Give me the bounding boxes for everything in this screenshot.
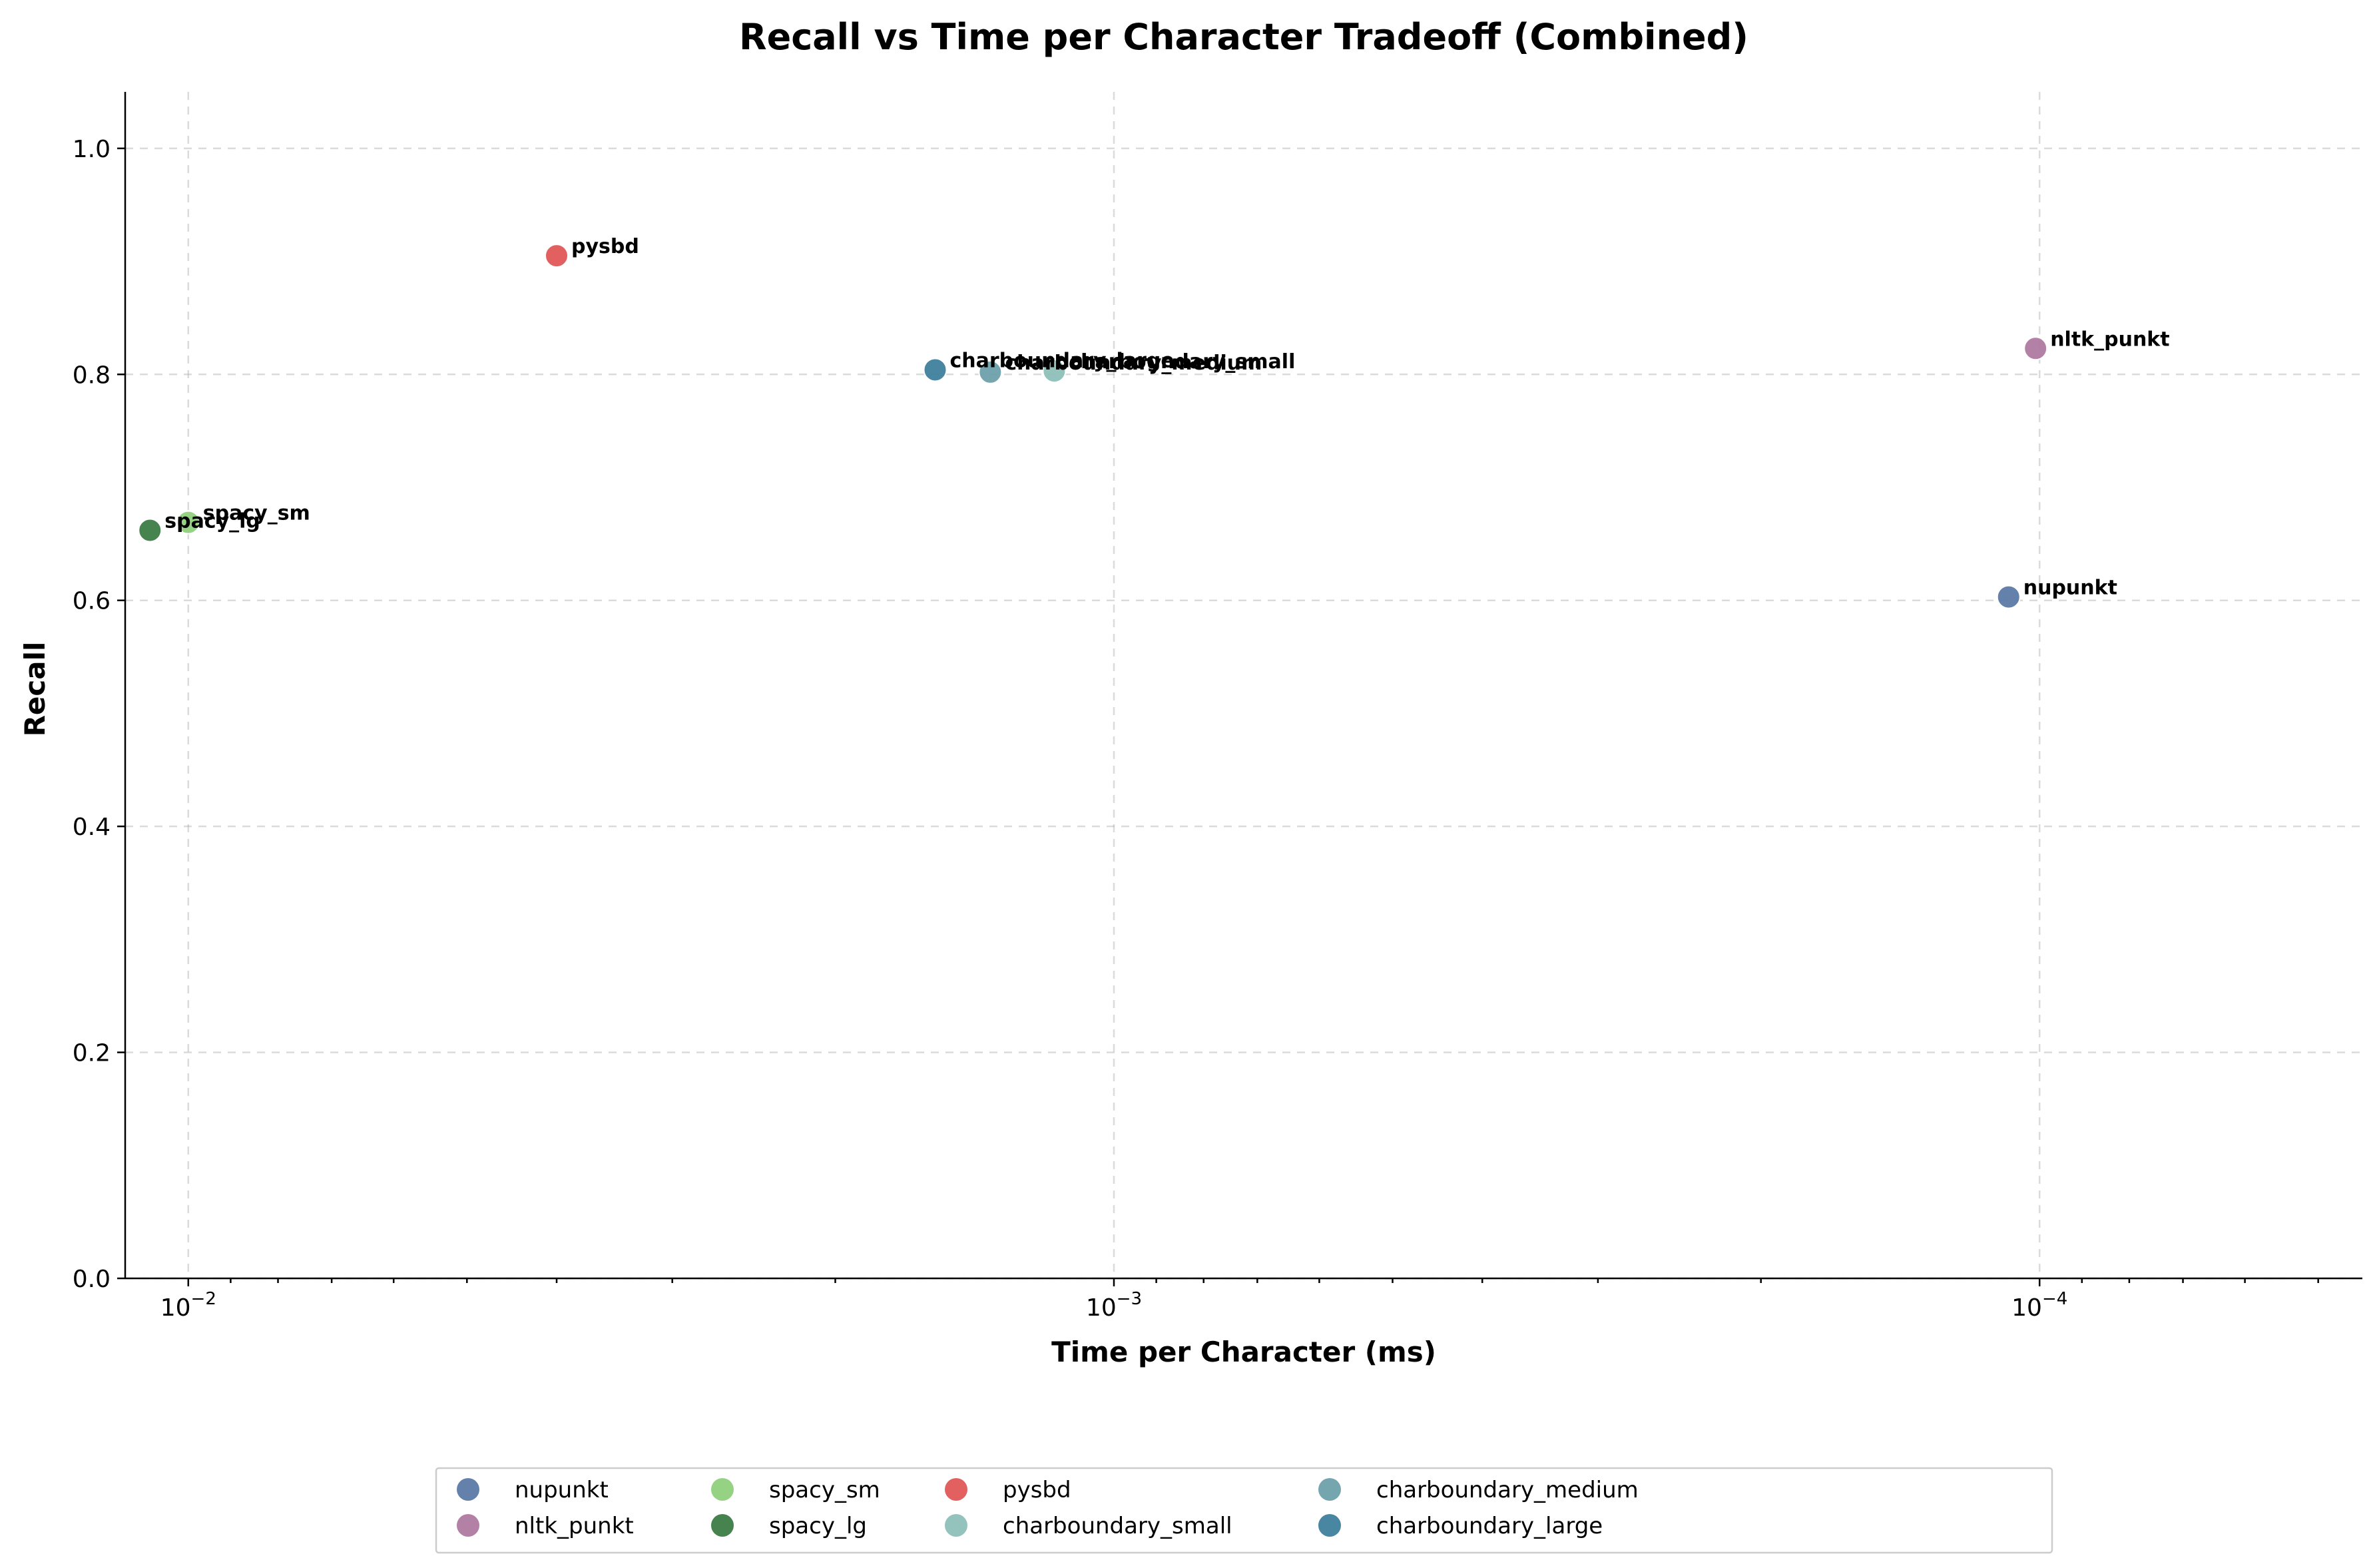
data-point-charboundary_large	[923, 358, 947, 382]
point-label-charboundary_medium: charboundary_medium	[1005, 352, 1262, 375]
legend-label-spacy_sm: spacy_sm	[769, 1477, 880, 1503]
x-tick-label: 10−3	[1086, 1289, 1142, 1322]
legend-marker-charboundary_large	[1318, 1514, 1341, 1537]
data-point-nupunkt	[1996, 585, 2021, 609]
legend-label-charboundary_small: charboundary_small	[1003, 1513, 1232, 1539]
axes-layer: 0.0 0.2 0.4 0.6 0.8 1.0 10−2 10−3 10−4	[73, 92, 2362, 1322]
y-tick-label: 0.4	[73, 814, 111, 841]
y-tick-label: 0.0	[73, 1266, 111, 1293]
legend-marker-pysbd	[945, 1478, 967, 1501]
point-label-nupunkt: nupunkt	[2023, 577, 2117, 600]
x-axis-label: Time per Character (ms)	[1051, 1336, 1436, 1368]
legend: nupunkt nltk_punkt spacy_sm spacy_lg pysbd ch…	[435, 1467, 2053, 1554]
legend-marker-charboundary_small	[945, 1514, 967, 1537]
data-point-pysbd	[545, 244, 569, 268]
legend-marker-nupunkt	[457, 1478, 479, 1501]
legend-label-charboundary_large: charboundary_large	[1376, 1513, 1603, 1539]
legend-marker-spacy_lg	[711, 1514, 734, 1537]
point-label-spacy_sm: spacy_sm	[203, 502, 310, 525]
grid-layer	[125, 92, 2362, 1280]
legend-label-spacy_lg: spacy_lg	[769, 1513, 867, 1539]
data-point-charboundary_medium	[978, 360, 1003, 384]
data-point-spacy_lg	[138, 518, 162, 543]
legend-marker-spacy_sm	[711, 1478, 734, 1501]
y-axis-label: Recall	[19, 642, 51, 737]
legend-marker-nltk_punkt	[457, 1514, 479, 1537]
legend-label-nupunkt: nupunkt	[515, 1477, 609, 1503]
y-tick-label: 1.0	[73, 136, 111, 163]
y-tick-label: 0.6	[73, 588, 111, 615]
y-tick-label: 0.8	[73, 362, 111, 389]
data-point-nltk_punkt	[2023, 336, 2048, 361]
points-layer	[138, 244, 2048, 609]
data-point-charboundary_small	[1042, 359, 1067, 384]
legend-label-charboundary_medium: charboundary_medium	[1376, 1477, 1639, 1503]
x-tick-label: 10−2	[160, 1289, 216, 1322]
legend-label-pysbd: pysbd	[1003, 1477, 1071, 1503]
chart-title: Recall vs Time per Character Tradeoff (C…	[739, 16, 1748, 58]
legend-marker-charboundary_medium	[1318, 1478, 1341, 1501]
legend-frame	[435, 1467, 2053, 1554]
point-label-spacy_lg: spacy_lg	[164, 509, 260, 533]
point-label-pysbd: pysbd	[571, 235, 639, 258]
point-label-charboundary_large: charboundary_large	[950, 349, 1175, 372]
x-tick-label: 10−4	[2011, 1289, 2067, 1322]
y-tick-label: 0.2	[73, 1040, 111, 1067]
point-label-charboundary_small: charboundary_small	[1069, 350, 1295, 374]
data-point-spacy_sm	[176, 510, 200, 535]
point-label-nltk_punkt: nltk_punkt	[2050, 328, 2169, 351]
legend-label-nltk_punkt: nltk_punkt	[515, 1513, 634, 1539]
